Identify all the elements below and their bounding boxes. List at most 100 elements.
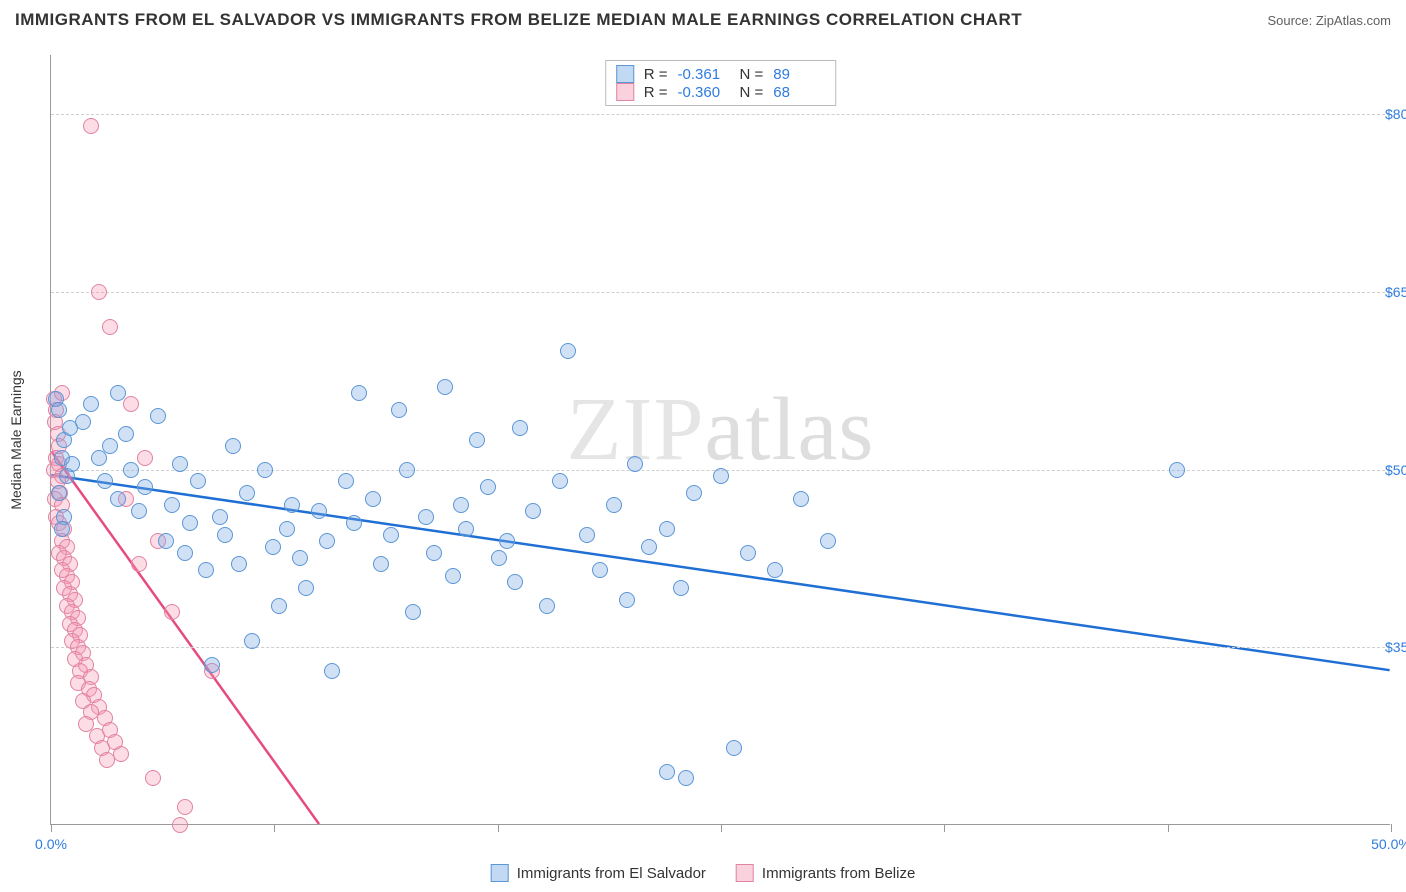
legend-swatch: [616, 83, 634, 101]
n-label: N =: [740, 66, 764, 83]
data-point-belize: [145, 770, 161, 786]
data-point-el-salvador: [118, 426, 134, 442]
data-point-el-salvador: [284, 497, 300, 513]
data-point-el-salvador: [678, 770, 694, 786]
chart-plot-area: ZIPatlas Median Male Earnings R =-0.361N…: [50, 55, 1390, 825]
x-tick-label: 0.0%: [35, 836, 67, 852]
data-point-el-salvador: [338, 473, 354, 489]
data-point-el-salvador: [445, 568, 461, 584]
data-point-el-salvador: [198, 562, 214, 578]
data-point-el-salvador: [491, 550, 507, 566]
data-point-el-salvador: [673, 580, 689, 596]
data-point-el-salvador: [659, 521, 675, 537]
r-label: R =: [644, 66, 668, 83]
data-point-el-salvador: [539, 598, 555, 614]
data-point-el-salvador: [257, 462, 273, 478]
data-point-belize: [164, 604, 180, 620]
data-point-belize: [137, 450, 153, 466]
data-point-el-salvador: [480, 479, 496, 495]
x-tick: [944, 824, 945, 832]
data-point-el-salvador: [740, 545, 756, 561]
data-point-belize: [99, 752, 115, 768]
x-tick-label: 50.0%: [1371, 836, 1406, 852]
data-point-el-salvador: [426, 545, 442, 561]
series-legend-label: Immigrants from Belize: [762, 865, 915, 882]
data-point-el-salvador: [627, 456, 643, 472]
data-point-el-salvador: [579, 527, 595, 543]
data-point-el-salvador: [391, 402, 407, 418]
data-point-el-salvador: [469, 432, 485, 448]
data-point-el-salvador: [231, 556, 247, 572]
chart-title: IMMIGRANTS FROM EL SALVADOR VS IMMIGRANT…: [15, 10, 1022, 30]
gridline: [51, 292, 1390, 293]
legend-swatch: [736, 864, 754, 882]
data-point-el-salvador: [279, 521, 295, 537]
r-value: -0.360: [678, 84, 730, 101]
data-point-belize: [131, 556, 147, 572]
trend-lines-layer: [51, 55, 1390, 824]
data-point-el-salvador: [1169, 462, 1185, 478]
data-point-el-salvador: [51, 485, 67, 501]
trend-line-belize: [51, 451, 319, 824]
n-value: 89: [773, 66, 825, 83]
data-point-el-salvador: [686, 485, 702, 501]
data-point-el-salvador: [172, 456, 188, 472]
data-point-el-salvador: [499, 533, 515, 549]
data-point-el-salvador: [102, 438, 118, 454]
data-point-el-salvador: [212, 509, 228, 525]
data-point-el-salvador: [351, 385, 367, 401]
data-point-el-salvador: [458, 521, 474, 537]
data-point-el-salvador: [182, 515, 198, 531]
x-tick: [274, 824, 275, 832]
data-point-el-salvador: [437, 379, 453, 395]
data-point-el-salvador: [298, 580, 314, 596]
data-point-el-salvador: [164, 497, 180, 513]
data-point-el-salvador: [110, 491, 126, 507]
legend-swatch: [616, 65, 634, 83]
data-point-el-salvador: [271, 598, 287, 614]
series-legend-label: Immigrants from El Salvador: [517, 865, 706, 882]
x-tick: [498, 824, 499, 832]
data-point-el-salvador: [606, 497, 622, 513]
legend-row: R = -0.360 N = 68: [616, 83, 826, 101]
r-label: R =: [644, 84, 668, 101]
data-point-el-salvador: [713, 468, 729, 484]
data-point-el-salvador: [177, 545, 193, 561]
data-point-el-salvador: [560, 343, 576, 359]
n-value: 68: [773, 84, 825, 101]
data-point-el-salvador: [793, 491, 809, 507]
data-point-el-salvador: [512, 420, 528, 436]
data-point-el-salvador: [311, 503, 327, 519]
r-value: -0.361: [678, 66, 730, 83]
data-point-el-salvador: [131, 503, 147, 519]
data-point-el-salvador: [83, 396, 99, 412]
data-point-el-salvador: [405, 604, 421, 620]
data-point-el-salvador: [767, 562, 783, 578]
data-point-el-salvador: [399, 462, 415, 478]
data-point-belize: [123, 396, 139, 412]
x-tick: [1168, 824, 1169, 832]
series-legend-item: Immigrants from Belize: [736, 864, 915, 882]
data-point-el-salvador: [239, 485, 255, 501]
y-tick-label: $35,000: [1385, 639, 1406, 655]
series-legend: Immigrants from El Salvador Immigrants fr…: [491, 864, 916, 882]
data-point-el-salvador: [292, 550, 308, 566]
data-point-el-salvador: [110, 385, 126, 401]
data-point-el-salvador: [525, 503, 541, 519]
data-point-belize: [102, 319, 118, 335]
data-point-el-salvador: [190, 473, 206, 489]
data-point-el-salvador: [324, 663, 340, 679]
data-point-el-salvador: [75, 414, 91, 430]
data-point-el-salvador: [137, 479, 153, 495]
data-point-el-salvador: [507, 574, 523, 590]
data-point-el-salvador: [217, 527, 233, 543]
y-tick-label: $50,000: [1385, 462, 1406, 478]
data-point-el-salvador: [158, 533, 174, 549]
x-tick: [721, 824, 722, 832]
legend-row: R = -0.361 N = 89: [616, 65, 826, 83]
n-label: N =: [740, 84, 764, 101]
data-point-el-salvador: [54, 521, 70, 537]
watermark: ZIPatlas: [567, 378, 875, 481]
data-point-el-salvador: [453, 497, 469, 513]
data-point-belize: [177, 799, 193, 815]
